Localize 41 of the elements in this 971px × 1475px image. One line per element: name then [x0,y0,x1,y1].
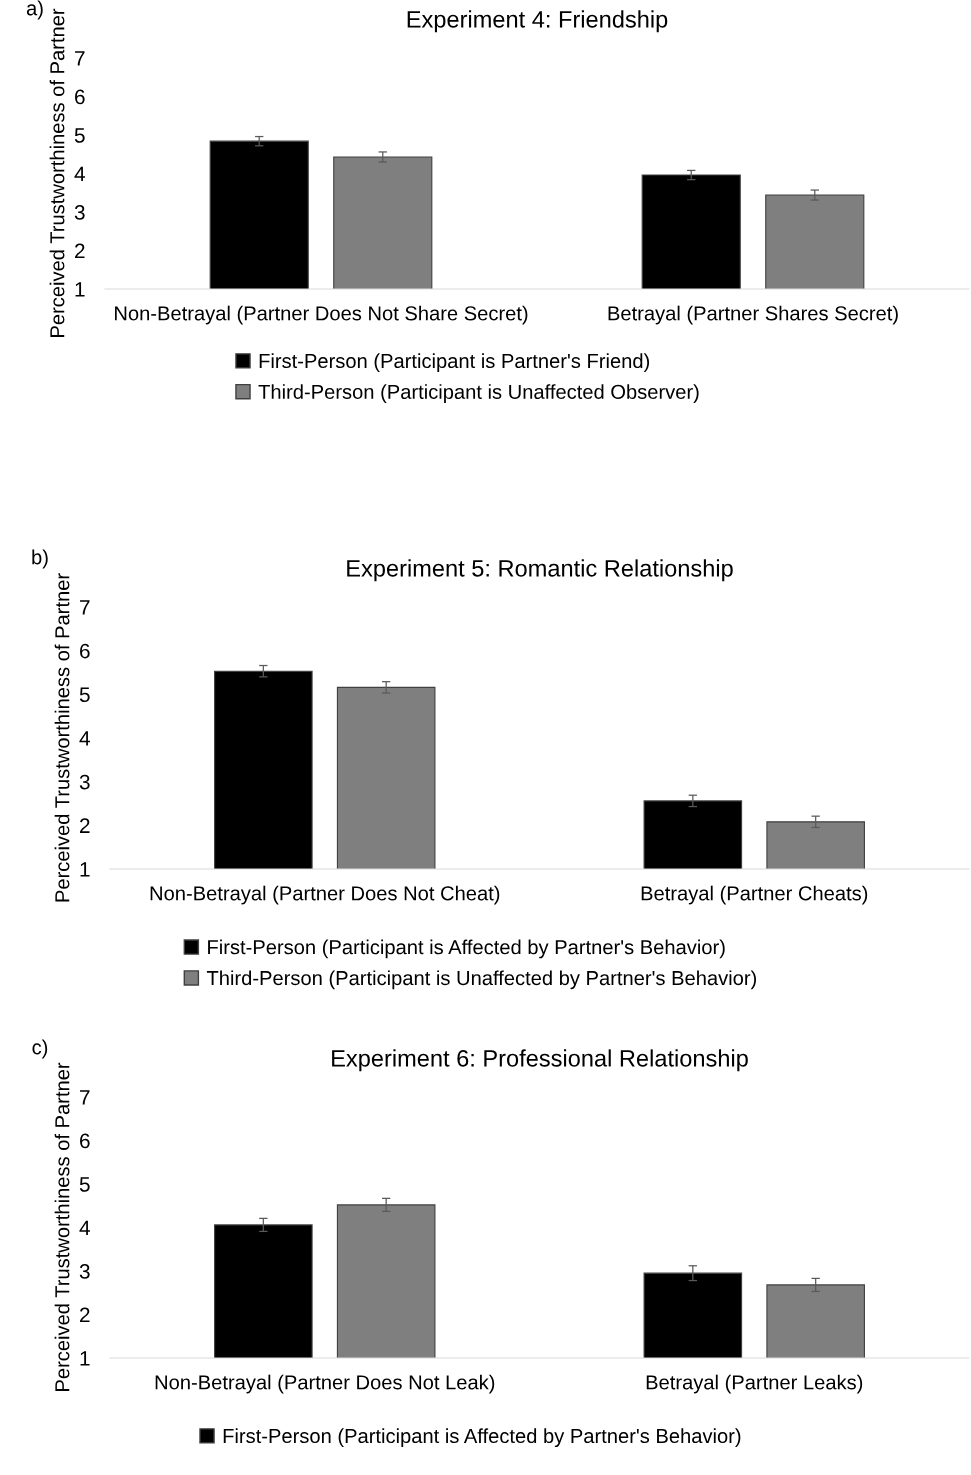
text: a) [26,0,43,20]
legend-label: Third-Person (Participant is Unaffected Observer) [258,384,699,403]
y-tick-label: 4 [79,731,90,746]
y-tick-label: 4 [74,166,85,182]
y-tick-label: 3 [79,774,90,790]
y-tick-label: 7 [75,51,85,66]
y-axis-title: Perceived Trustworthiness of Partner [54,573,70,902]
text: c) [32,1039,48,1059]
y-tick-label: 6 [75,89,85,105]
chart-title: Experiment 6: Professional Relationship [332,1049,748,1072]
y-tick-label: 5 [74,128,85,143]
y-tick-label: 1 [75,282,85,297]
y-tick-label: 7 [80,600,90,615]
x-tick-label: Betrayal (Partner Shares Secret) [608,305,898,325]
y-tick-label: 2 [80,1307,90,1323]
x-tick-label: Non-Betrayal (Partner Does Not Share Secret) [115,305,528,325]
legend-label: Third-Person (Participant is Unaffected by Partner's Behavior) [206,970,757,990]
text: b) [32,549,48,569]
y-tick-label: 7 [80,1090,90,1105]
legend-label: First-Person (Participant is Partner's Friend) [259,353,650,373]
y-tick-label: 6 [80,1133,90,1149]
y-tick-label: 4 [79,1220,90,1236]
y-axis-title: Perceived Trustworthiness of Partner [49,8,65,337]
y-tick-label: 6 [80,643,90,659]
y-tick-label: 3 [79,1264,90,1279]
legend-label: First-Person (Participant is Affected by Partner's Behavior) [223,1428,741,1448]
chart-title: Experiment 5: Romantic Relationship [347,559,733,582]
y-tick-label: 2 [75,243,85,259]
legend-label: First-Person (Participant is Affected by Partner's Behavior) [208,939,725,959]
x-tick-label: Non-Betrayal (Partner Does Not Leak) [155,1374,495,1394]
chart-title: Experiment 4: Friendship [407,10,668,33]
y-tick-label: 5 [79,1177,90,1192]
y-tick-label: 3 [74,205,85,220]
y-tick-label: 2 [80,818,90,833]
x-tick-label: Betrayal (Partner Cheats) [641,885,868,905]
y-tick-label: 1 [80,862,90,877]
y-tick-label: 5 [79,687,90,703]
x-tick-label: Betrayal (Partner Leaks) [646,1374,863,1394]
y-axis-title: Perceived Trustworthiness of Partner [54,1062,70,1391]
x-tick-label: Non-Betrayal (Partner Does Not Cheat) [150,885,500,905]
y-tick-label: 1 [80,1351,90,1366]
